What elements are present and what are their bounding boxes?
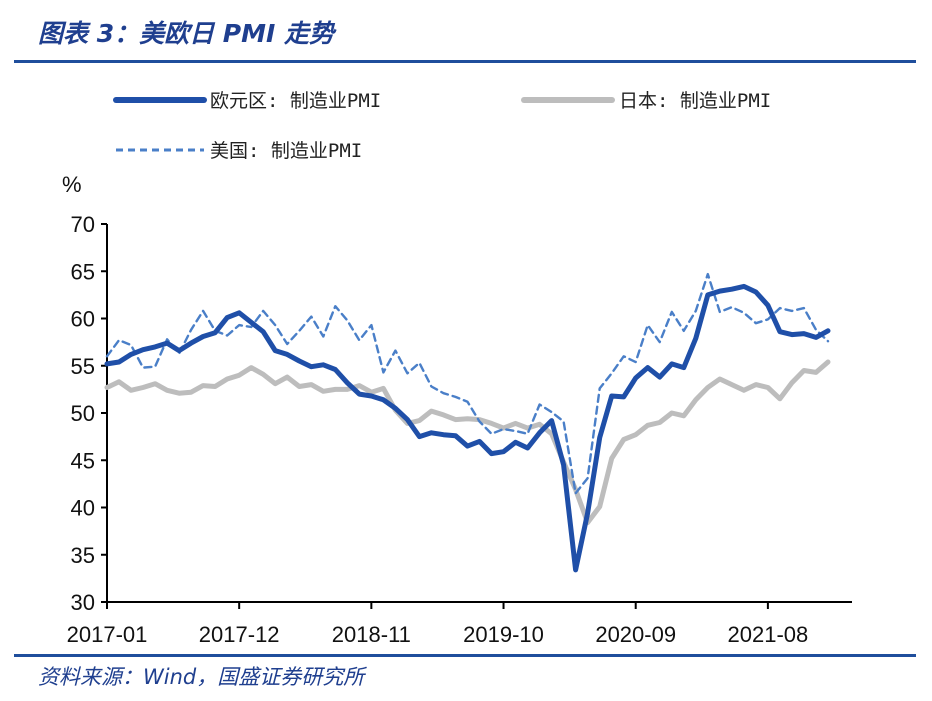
legend-label-japan: 日本: 制造业PMI xyxy=(619,90,771,112)
x-tick-label: 2017-01 xyxy=(67,622,148,647)
x-tick-label: 2020-09 xyxy=(595,622,676,647)
y-axis-unit: % xyxy=(62,172,82,197)
footer-divider xyxy=(14,654,916,657)
y-tick-label: 30 xyxy=(71,590,95,615)
x-tick-label: 2019-10 xyxy=(463,622,544,647)
y-tick-label: 35 xyxy=(71,543,95,568)
x-tick-label: 2017-12 xyxy=(199,622,280,647)
series-line-eurozone xyxy=(104,283,831,573)
legend-label-eurozone: 欧元区: 制造业PMI xyxy=(210,90,381,112)
legend-label-us: 美国: 制造业PMI xyxy=(210,140,362,162)
y-tick-label: 60 xyxy=(71,307,95,332)
series-line-japan xyxy=(104,359,831,526)
x-tick-label: 2018-11 xyxy=(332,622,411,647)
source-note: 资料来源：Wind，国盛证券研究所 xyxy=(38,665,365,689)
legend: 欧元区: 制造业PMI 日本: 制造业PMI 美国: 制造业PMI xyxy=(113,90,771,162)
chart-title: 图表 3：美欧日 PMI 走势 xyxy=(38,19,335,48)
y-tick-label: 50 xyxy=(71,401,95,426)
title-divider xyxy=(14,60,916,63)
y-tick-label: 65 xyxy=(71,259,95,284)
y-tick-label: 55 xyxy=(71,354,95,379)
axes: 30 35 40 45 50 55 60 65 70 2017-01 2017-12 2018-11 2… xyxy=(67,212,852,647)
y-tick-label: 70 xyxy=(71,212,95,237)
y-tick-label: 40 xyxy=(71,496,95,521)
series-layer xyxy=(104,272,831,573)
x-tick-label: 2021-08 xyxy=(728,622,809,647)
y-tick-label: 45 xyxy=(71,448,95,473)
series-line-us xyxy=(105,272,830,495)
